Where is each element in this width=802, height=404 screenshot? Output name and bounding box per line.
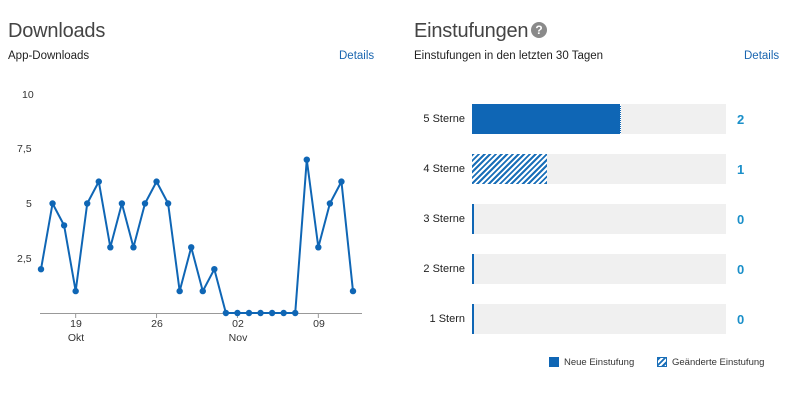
- rating-bar-zero: [472, 304, 474, 334]
- rating-count: 0: [737, 212, 745, 227]
- data-point: [130, 244, 137, 251]
- data-point: [84, 200, 91, 207]
- y-tick-label: 10: [22, 89, 34, 101]
- data-point: [153, 178, 160, 185]
- data-point: [141, 200, 149, 207]
- data-point: [199, 287, 206, 295]
- x-tick-month: Okt: [67, 332, 85, 344]
- data-point: [257, 309, 264, 317]
- rating-bar-zero: [472, 204, 474, 234]
- data-point: [315, 244, 322, 251]
- data-point: [37, 266, 45, 273]
- y-tick-label: 7,5: [17, 143, 32, 155]
- rating-row-label: 4 Sterne: [423, 163, 465, 175]
- legend-new-label: Neue Einstufung: [564, 357, 635, 368]
- data-point: [245, 309, 253, 317]
- downloads-title: Downloads: [8, 20, 106, 42]
- downloads-series-line: [40, 158, 354, 314]
- x-tick-label: 02: [232, 318, 244, 330]
- x-tick-label: 09: [313, 318, 325, 330]
- data-point: [338, 178, 345, 185]
- data-point: [188, 244, 195, 251]
- data-point: [164, 200, 172, 207]
- rating-count: 0: [737, 262, 745, 277]
- data-point: [292, 309, 299, 317]
- data-point: [176, 287, 183, 295]
- data-point: [234, 309, 241, 317]
- data-point: [49, 200, 56, 207]
- legend-changed-label: Geänderte Einstufung: [672, 357, 765, 368]
- rating-row-label: 3 Sterne: [423, 213, 465, 225]
- data-point: [222, 309, 230, 317]
- data-point: [60, 222, 68, 229]
- data-point: [280, 309, 287, 317]
- data-point: [268, 309, 276, 317]
- rating-row-label: 5 Sterne: [423, 113, 465, 125]
- data-point: [349, 287, 357, 295]
- legend-changed-swatch: [657, 357, 667, 367]
- rating-bar-track: [472, 104, 726, 134]
- rating-bar-track: [472, 154, 726, 184]
- rating-count: 0: [737, 312, 745, 327]
- help-icon[interactable]: ?: [531, 22, 547, 38]
- chart-plot-area: [37, 156, 362, 318]
- rating-bar-new: [472, 104, 622, 134]
- y-tick-label: 2,5: [17, 253, 32, 265]
- x-tick-month: Nov: [228, 332, 248, 344]
- ratings-title: Einstufungen: [414, 20, 529, 42]
- rating-bar-track: [472, 304, 726, 334]
- data-point: [326, 200, 334, 207]
- rating-row-label: 2 Sterne: [423, 263, 465, 275]
- rating-bar-track: [472, 254, 726, 284]
- data-point: [211, 266, 218, 273]
- downloads-details-link[interactable]: Details: [339, 50, 375, 62]
- rating-count: 1: [737, 162, 745, 177]
- rating-count: 2: [737, 112, 745, 127]
- rating-bar-changed: [472, 154, 547, 184]
- downloads-line-chart: 10 7,5 5 2,5 19 Okt 26 02 Nov 09: [0, 80, 380, 350]
- downloads-subtitle: App-Downloads: [8, 50, 90, 62]
- data-point: [95, 178, 102, 185]
- ratings-subtitle: Einstufungen in den letzten 30 Tagen: [414, 50, 604, 62]
- legend-new-swatch: [549, 357, 559, 367]
- rating-row-label: 1 Stern: [429, 313, 465, 325]
- rating-bar-zero: [472, 254, 474, 284]
- data-point: [107, 244, 114, 251]
- data-point: [72, 287, 79, 295]
- data-point: [118, 200, 126, 207]
- ratings-details-link[interactable]: Details: [744, 50, 780, 62]
- x-tick-label: 26: [151, 318, 163, 330]
- x-tick-label: 19: [70, 318, 82, 330]
- rating-bar-track: [472, 204, 726, 234]
- y-tick-label: 5: [26, 198, 32, 210]
- data-point: [303, 156, 310, 163]
